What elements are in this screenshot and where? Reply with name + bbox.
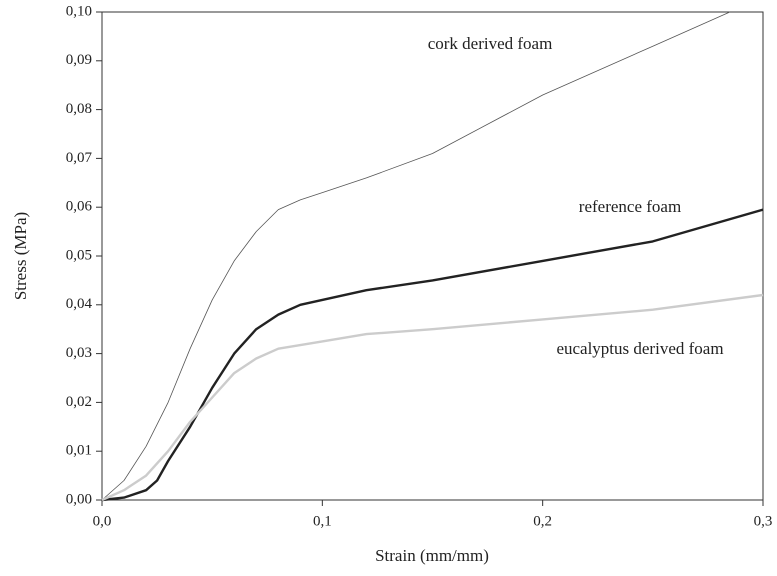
- y-tick-label: 0,06: [66, 199, 93, 215]
- series-label: reference foam: [579, 197, 681, 216]
- y-tick-label: 0,10: [66, 3, 92, 19]
- y-tick-label: 0,09: [66, 52, 92, 68]
- series-label: cork derived foam: [428, 34, 553, 53]
- y-tick-label: 0,08: [66, 101, 92, 117]
- x-axis-title: Strain (mm/mm): [375, 546, 489, 565]
- x-tick-label: 0,1: [313, 513, 332, 529]
- series-line: [101, 11, 731, 501]
- plot-frame: [101, 11, 764, 501]
- y-tick-label: 0,01: [66, 443, 92, 459]
- series-line: [101, 208, 764, 502]
- series-label: eucalyptus derived foam: [556, 339, 723, 358]
- y-tick-label: 0,02: [66, 394, 92, 410]
- x-tick-label: 0,0: [93, 513, 112, 529]
- series-line: [101, 293, 764, 502]
- y-tick-label: 0,04: [66, 296, 93, 312]
- y-axis-title: Stress (MPa): [11, 212, 30, 300]
- x-tick-label: 0,2: [533, 513, 552, 529]
- x-tick-label: 0,3: [754, 513, 773, 529]
- y-tick-label: 0,03: [66, 345, 92, 361]
- y-tick-label: 0,07: [66, 150, 93, 166]
- y-tick-label: 0,05: [66, 247, 92, 263]
- y-tick-label: 0,00: [66, 491, 92, 507]
